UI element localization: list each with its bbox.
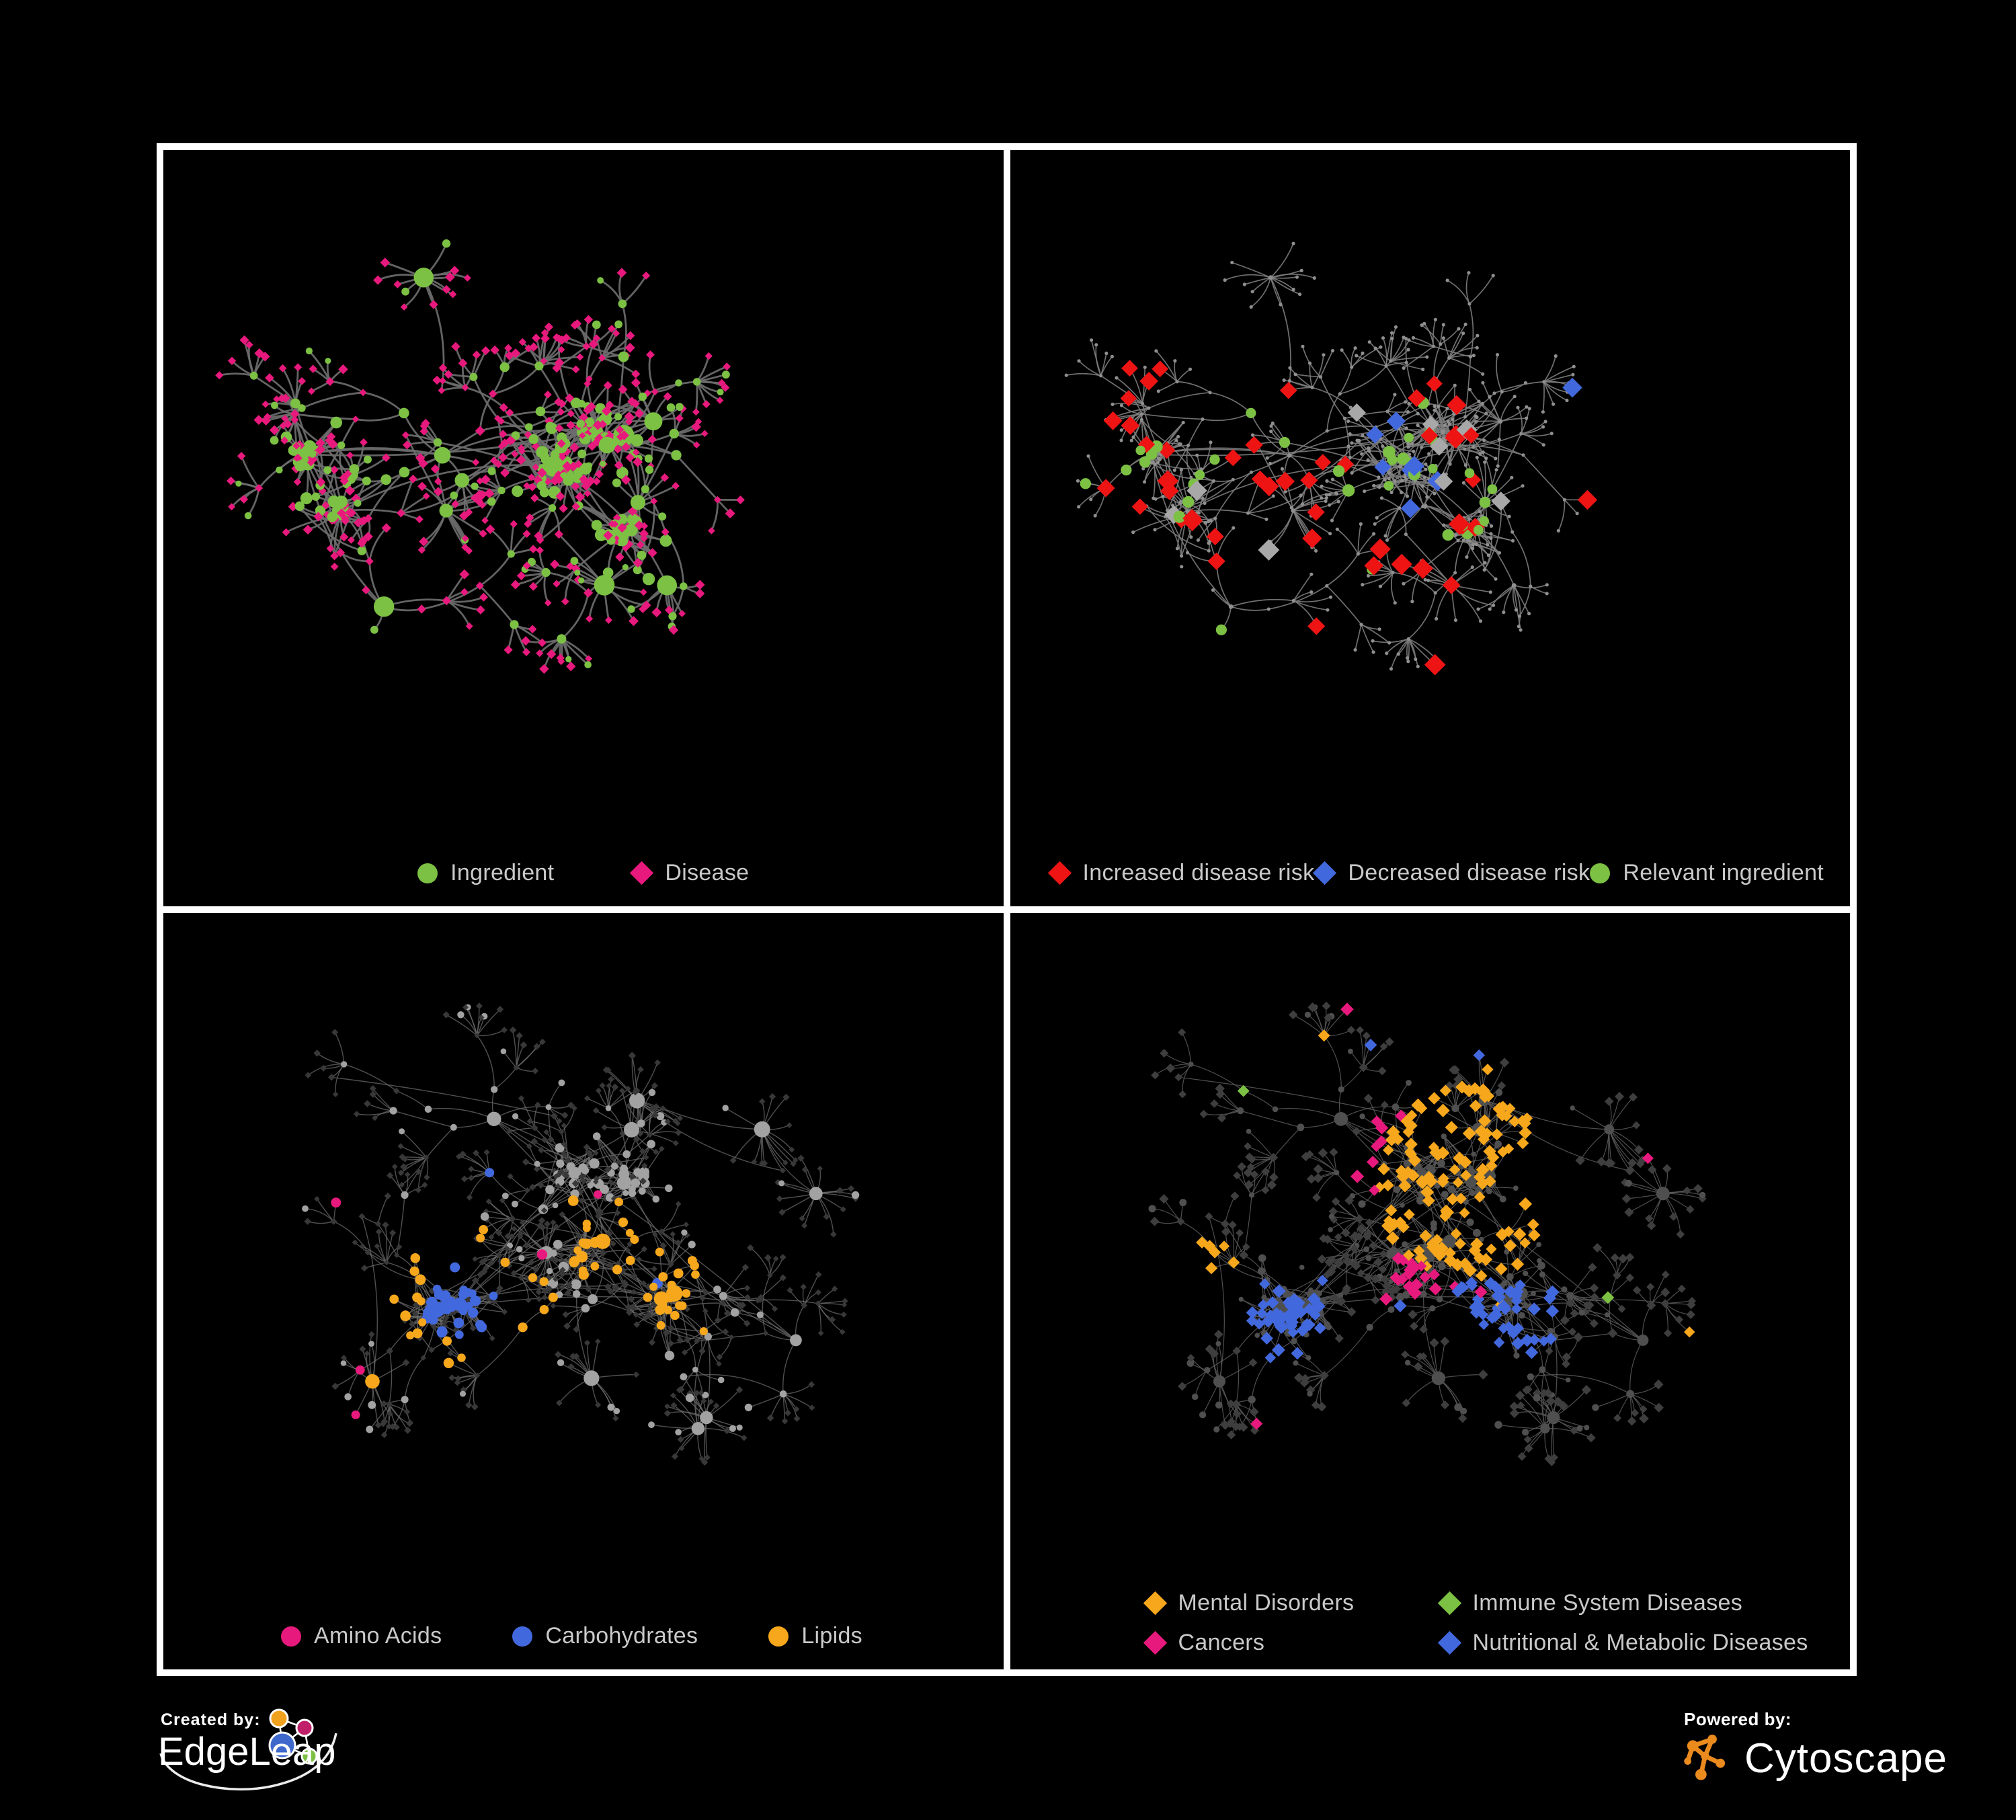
circle-swatch-carbohydrates [512, 1626, 533, 1647]
legend-item-lipids: Lipids [768, 1623, 862, 1649]
panel-disease-risk: Increased disease risk Decreased disease … [1010, 150, 1851, 906]
legend-item-ingredient: Ingredient [417, 860, 554, 886]
diamond-swatch-cancers [1143, 1630, 1167, 1655]
legend-item-relevant-ingredient: Relevant ingredient [1590, 860, 1824, 886]
legend-nutrient-classes: Amino Acids Carbohydrates Lipids [163, 1623, 1004, 1649]
edgeleap-logo-icon [159, 1708, 337, 1791]
legend-label-carbohydrates: Carbohydrates [545, 1623, 698, 1649]
panel-disease-categories: Mental Disorders Immune System Diseases Ca… [1010, 913, 1851, 1669]
legend-label-mental-disorders: Mental Disorders [1178, 1590, 1355, 1616]
legend-item-immune-system-diseases: Immune System Diseases [1437, 1590, 1808, 1616]
legend-label-increased-disease-risk: Increased disease risk [1082, 860, 1315, 885]
legend-label-disease: Disease [665, 860, 750, 885]
legend-disease-risk: Increased disease risk Decreased disease … [1010, 860, 1851, 886]
circle-swatch-amino-acids [281, 1626, 301, 1647]
diamond-swatch-mental-disorders [1143, 1591, 1167, 1616]
legend-item-amino-acids: Amino Acids [281, 1623, 442, 1649]
legend-label-relevant-ingredient: Relevant ingredient [1623, 860, 1824, 885]
legend-ingredient-disease: Ingredient Disease [163, 860, 1004, 886]
panel-ingredient-disease: Ingredient Disease [163, 150, 1004, 906]
legend-disease-categories: Mental Disorders Immune System Diseases Ca… [1010, 1590, 1851, 1656]
panel-grid: Ingredient Disease Increased disease risk… [157, 143, 1857, 1676]
created-by-label: Created by: [161, 1710, 261, 1729]
circle-swatch-lipids [768, 1626, 789, 1647]
edgeleap-swoosh [159, 1733, 337, 1791]
legend-item-nutritional-metabolic-diseases: Nutritional & Metabolic Diseases [1437, 1630, 1808, 1656]
diamond-swatch-increased-disease-risk [1047, 861, 1072, 885]
network-nutrient-classes [302, 1002, 860, 1466]
network-disease-risk [1064, 241, 1597, 676]
legend-item-mental-disorders: Mental Disorders [1143, 1590, 1439, 1616]
network-ingredient-disease [215, 239, 745, 674]
legend-label-ingredient: Ingredient [450, 860, 555, 885]
edgeleap-wordmark: EdgeLeap [158, 1730, 336, 1774]
edgeleap-credit: Created by: EdgeLeap [157, 1708, 365, 1809]
powered-by-label: Powered by: [1684, 1709, 1792, 1729]
legend-label-nutritional-metabolic-diseases: Nutritional & Metabolic Diseases [1472, 1630, 1808, 1655]
legend-item-decreased-disease-risk: Decreased disease risk [1313, 860, 1590, 886]
edgeleap-green-node [300, 1747, 318, 1765]
circle-swatch-relevant-ingredient [1590, 863, 1611, 883]
legend-label-amino-acids: Amino Acids [314, 1623, 442, 1649]
edgeleap-orange-node [269, 1708, 289, 1729]
network-disease-categories [1148, 1001, 1707, 1466]
legend-label-cancers: Cancers [1178, 1630, 1265, 1655]
legend-item-carbohydrates: Carbohydrates [512, 1623, 698, 1649]
cytoscape-logo-icon [1684, 1735, 1726, 1780]
legend-item-disease: Disease [630, 860, 750, 886]
legend-label-immune-system-diseases: Immune System Diseases [1472, 1590, 1743, 1616]
diamond-swatch-disease [630, 861, 654, 885]
circle-swatch-ingredient [417, 863, 438, 883]
legend-item-cancers: Cancers [1143, 1630, 1439, 1656]
cytoscape-credit: Powered by: Cytoscape [1683, 1709, 1992, 1796]
panel-nutrient-classes: Amino Acids Carbohydrates Lipids [163, 913, 1004, 1669]
legend-label-decreased-disease-risk: Decreased disease risk [1348, 860, 1590, 885]
legend-item-increased-disease-risk: Increased disease risk [1047, 860, 1315, 886]
diamond-swatch-decreased-disease-risk [1313, 861, 1337, 885]
diamond-swatch-immune-system-diseases [1437, 1591, 1461, 1616]
diamond-swatch-nutritional-metabolic-diseases [1437, 1630, 1461, 1655]
cytoscape-wordmark: Cytoscape [1744, 1735, 1947, 1782]
edgeleap-magenta-node [295, 1718, 314, 1737]
edgeleap-blue-node [268, 1731, 296, 1759]
legend-label-lipids: Lipids [801, 1623, 862, 1649]
